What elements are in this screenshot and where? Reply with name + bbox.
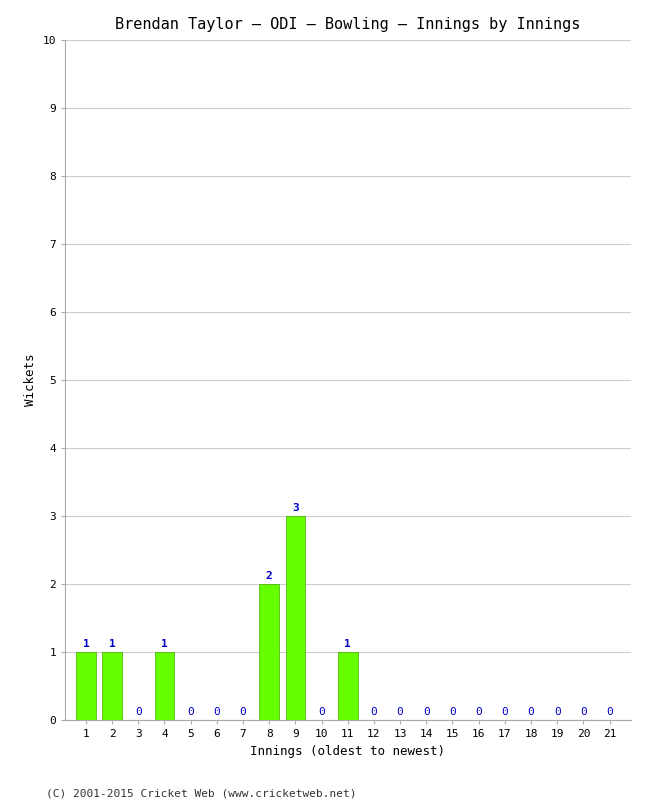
X-axis label: Innings (oldest to newest): Innings (oldest to newest) (250, 745, 445, 758)
Text: 0: 0 (396, 707, 404, 718)
Text: 0: 0 (449, 707, 456, 718)
Text: 0: 0 (213, 707, 220, 718)
Text: 0: 0 (423, 707, 430, 718)
Bar (259, 584, 279, 720)
Text: 0: 0 (501, 707, 508, 718)
Y-axis label: Wickets: Wickets (24, 354, 37, 406)
Text: 1: 1 (109, 638, 116, 649)
Text: 1: 1 (83, 638, 89, 649)
Bar (285, 516, 306, 720)
Text: 0: 0 (475, 707, 482, 718)
Text: 0: 0 (606, 707, 613, 718)
Bar (155, 652, 174, 720)
Text: 0: 0 (554, 707, 560, 718)
Text: (C) 2001-2015 Cricket Web (www.cricketweb.net): (C) 2001-2015 Cricket Web (www.cricketwe… (46, 788, 356, 798)
Text: 0: 0 (318, 707, 325, 718)
Title: Brendan Taylor – ODI – Bowling – Innings by Innings: Brendan Taylor – ODI – Bowling – Innings… (115, 17, 580, 32)
Text: 0: 0 (528, 707, 534, 718)
Text: 0: 0 (187, 707, 194, 718)
Text: 1: 1 (161, 638, 168, 649)
Text: 0: 0 (370, 707, 377, 718)
Text: 2: 2 (266, 570, 272, 581)
Bar (338, 652, 358, 720)
Bar (102, 652, 122, 720)
Text: 3: 3 (292, 502, 299, 513)
Text: 1: 1 (344, 638, 351, 649)
Bar (76, 652, 96, 720)
Text: 0: 0 (135, 707, 142, 718)
Text: 0: 0 (240, 707, 246, 718)
Text: 0: 0 (580, 707, 587, 718)
